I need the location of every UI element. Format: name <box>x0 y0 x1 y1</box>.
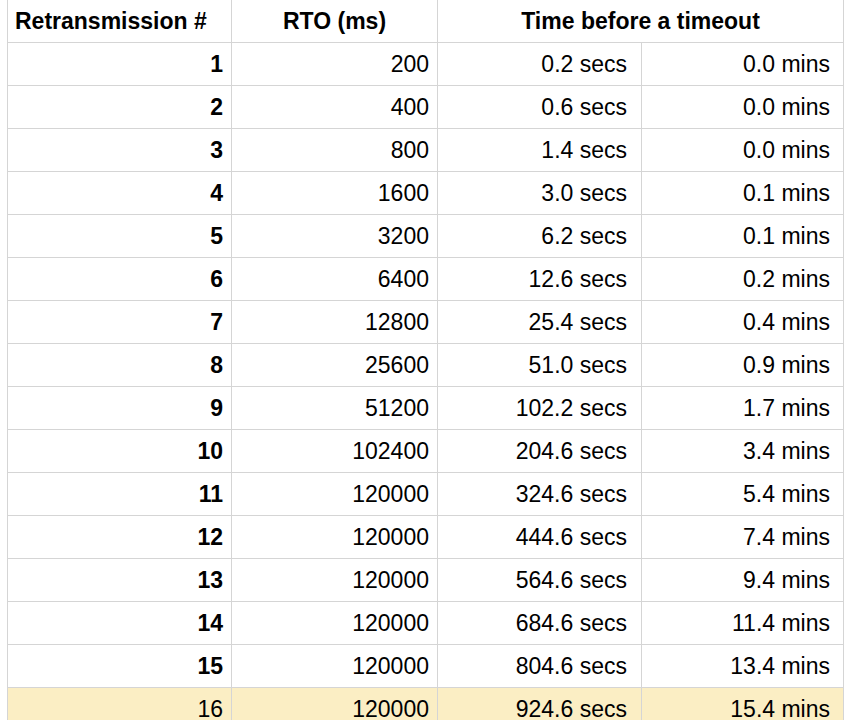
cell-timeout-mins[interactable]: 3.4 mins <box>642 430 844 473</box>
table-row: 16 120000 924.6 secs 15.4 mins <box>8 688 844 720</box>
table-row: 8 25600 51.0 secs 0.9 mins <box>8 344 844 387</box>
cell-timeout-secs[interactable]: 0.2 secs <box>438 43 642 86</box>
cell-timeout-secs[interactable]: 444.6 secs <box>438 516 642 559</box>
cell-timeout-secs[interactable]: 12.6 secs <box>438 258 642 301</box>
table-row: 10 102400 204.6 secs 3.4 mins <box>8 430 844 473</box>
cell-retransmission-number[interactable]: 11 <box>8 473 232 516</box>
cell-timeout-mins[interactable]: 0.0 mins <box>642 43 844 86</box>
cell-retransmission-number[interactable]: 3 <box>8 129 232 172</box>
cell-rto-ms[interactable]: 12800 <box>232 301 438 344</box>
cell-rto-ms[interactable]: 51200 <box>232 387 438 430</box>
table-row: 4 1600 3.0 secs 0.1 mins <box>8 172 844 215</box>
cell-timeout-secs[interactable]: 102.2 secs <box>438 387 642 430</box>
cell-timeout-secs[interactable]: 6.2 secs <box>438 215 642 258</box>
table-row: 2 400 0.6 secs 0.0 mins <box>8 86 844 129</box>
cell-rto-ms[interactable]: 6400 <box>232 258 438 301</box>
cell-timeout-mins[interactable]: 0.4 mins <box>642 301 844 344</box>
cell-timeout-secs[interactable]: 204.6 secs <box>438 430 642 473</box>
cell-timeout-secs[interactable]: 324.6 secs <box>438 473 642 516</box>
header-retransmission-number[interactable]: Retransmission # <box>8 0 232 43</box>
cell-timeout-mins[interactable]: 0.1 mins <box>642 215 844 258</box>
cell-timeout-mins[interactable]: 1.7 mins <box>642 387 844 430</box>
data-table: Retransmission # RTO (ms) Time before a … <box>7 0 844 720</box>
cell-timeout-mins[interactable]: 0.2 mins <box>642 258 844 301</box>
cell-rto-ms[interactable]: 3200 <box>232 215 438 258</box>
cell-retransmission-number[interactable]: 14 <box>8 602 232 645</box>
header-time-before-timeout[interactable]: Time before a timeout <box>438 0 844 43</box>
cell-timeout-secs[interactable]: 804.6 secs <box>438 645 642 688</box>
cell-retransmission-number[interactable]: 16 <box>8 688 232 720</box>
table-row: 15 120000 804.6 secs 13.4 mins <box>8 645 844 688</box>
cell-rto-ms[interactable]: 120000 <box>232 688 438 720</box>
cell-timeout-secs[interactable]: 1.4 secs <box>438 129 642 172</box>
cell-timeout-secs[interactable]: 684.6 secs <box>438 602 642 645</box>
header-row: Retransmission # RTO (ms) Time before a … <box>8 0 844 43</box>
cell-rto-ms[interactable]: 120000 <box>232 645 438 688</box>
table-row: 14 120000 684.6 secs 11.4 mins <box>8 602 844 645</box>
cell-retransmission-number[interactable]: 6 <box>8 258 232 301</box>
cell-retransmission-number[interactable]: 5 <box>8 215 232 258</box>
cell-retransmission-number[interactable]: 8 <box>8 344 232 387</box>
cell-timeout-mins[interactable]: 5.4 mins <box>642 473 844 516</box>
table-row: 6 6400 12.6 secs 0.2 mins <box>8 258 844 301</box>
cell-timeout-secs[interactable]: 564.6 secs <box>438 559 642 602</box>
cell-retransmission-number[interactable]: 10 <box>8 430 232 473</box>
cell-rto-ms[interactable]: 120000 <box>232 602 438 645</box>
cell-rto-ms[interactable]: 102400 <box>232 430 438 473</box>
cell-timeout-mins[interactable]: 13.4 mins <box>642 645 844 688</box>
cell-timeout-secs[interactable]: 51.0 secs <box>438 344 642 387</box>
table-row: 11 120000 324.6 secs 5.4 mins <box>8 473 844 516</box>
table-body: 1 200 0.2 secs 0.0 mins 2 400 0.6 secs 0… <box>8 43 844 720</box>
cell-retransmission-number[interactable]: 9 <box>8 387 232 430</box>
cell-retransmission-number[interactable]: 15 <box>8 645 232 688</box>
table-row: 13 120000 564.6 secs 9.4 mins <box>8 559 844 602</box>
table-row: 7 12800 25.4 secs 0.4 mins <box>8 301 844 344</box>
cell-timeout-secs[interactable]: 924.6 secs <box>438 688 642 720</box>
cell-retransmission-number[interactable]: 4 <box>8 172 232 215</box>
cell-timeout-secs[interactable]: 25.4 secs <box>438 301 642 344</box>
retransmission-table: Retransmission # RTO (ms) Time before a … <box>7 0 844 720</box>
table-row: 12 120000 444.6 secs 7.4 mins <box>8 516 844 559</box>
table-row: 5 3200 6.2 secs 0.1 mins <box>8 215 844 258</box>
cell-rto-ms[interactable]: 400 <box>232 86 438 129</box>
cell-timeout-secs[interactable]: 0.6 secs <box>438 86 642 129</box>
cell-rto-ms[interactable]: 200 <box>232 43 438 86</box>
cell-timeout-mins[interactable]: 9.4 mins <box>642 559 844 602</box>
cell-rto-ms[interactable]: 25600 <box>232 344 438 387</box>
cell-timeout-mins[interactable]: 0.9 mins <box>642 344 844 387</box>
cell-timeout-mins[interactable]: 15.4 mins <box>642 688 844 720</box>
cell-timeout-mins[interactable]: 0.0 mins <box>642 129 844 172</box>
table-row: 9 51200 102.2 secs 1.7 mins <box>8 387 844 430</box>
cell-timeout-mins[interactable]: 0.1 mins <box>642 172 844 215</box>
spreadsheet-view: Retransmission # RTO (ms) Time before a … <box>0 0 848 720</box>
cell-rto-ms[interactable]: 120000 <box>232 516 438 559</box>
cell-retransmission-number[interactable]: 12 <box>8 516 232 559</box>
cell-timeout-mins[interactable]: 7.4 mins <box>642 516 844 559</box>
cell-timeout-mins[interactable]: 0.0 mins <box>642 86 844 129</box>
cell-rto-ms[interactable]: 800 <box>232 129 438 172</box>
header-rto-ms[interactable]: RTO (ms) <box>232 0 438 43</box>
cell-retransmission-number[interactable]: 2 <box>8 86 232 129</box>
cell-retransmission-number[interactable]: 13 <box>8 559 232 602</box>
cell-rto-ms[interactable]: 120000 <box>232 559 438 602</box>
cell-timeout-mins[interactable]: 11.4 mins <box>642 602 844 645</box>
cell-rto-ms[interactable]: 1600 <box>232 172 438 215</box>
cell-rto-ms[interactable]: 120000 <box>232 473 438 516</box>
table-row: 1 200 0.2 secs 0.0 mins <box>8 43 844 86</box>
table-row: 3 800 1.4 secs 0.0 mins <box>8 129 844 172</box>
cell-retransmission-number[interactable]: 7 <box>8 301 232 344</box>
cell-timeout-secs[interactable]: 3.0 secs <box>438 172 642 215</box>
cell-retransmission-number[interactable]: 1 <box>8 43 232 86</box>
